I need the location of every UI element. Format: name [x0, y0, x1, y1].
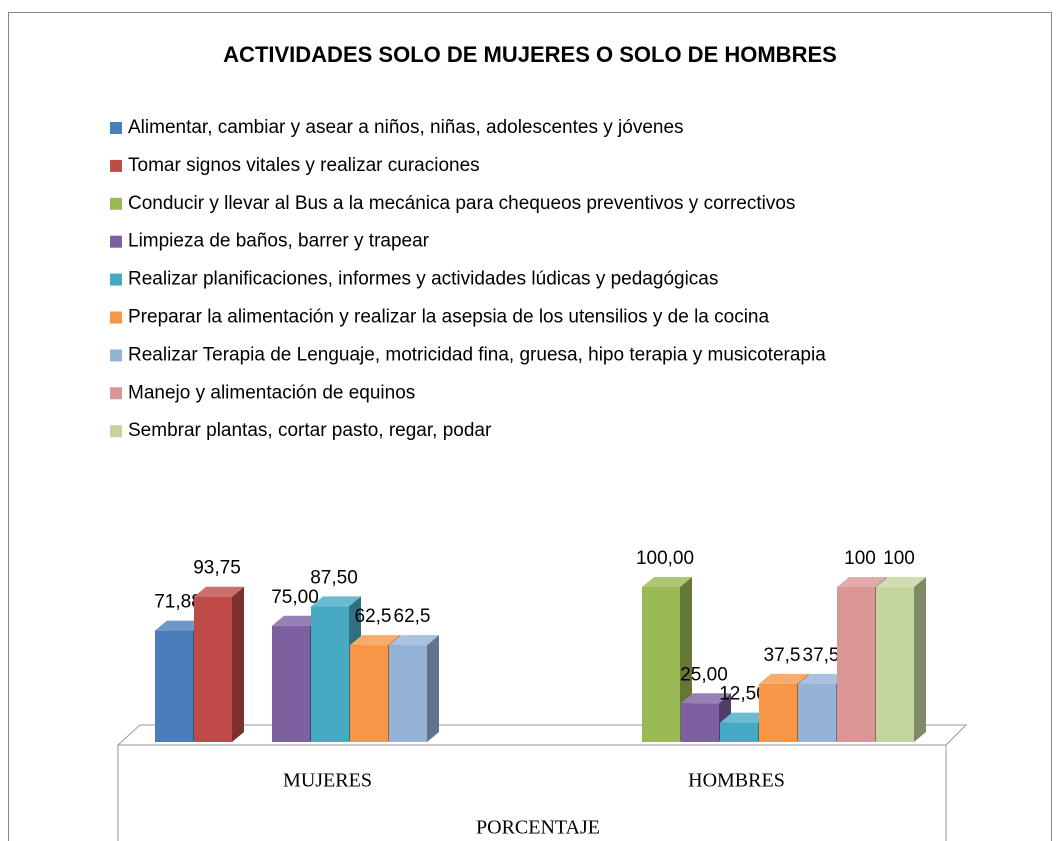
legend-label: Realizar Terapia de Lenguaje, motricidad…: [128, 344, 826, 365]
legend-label: Alimentar, cambiar y asear a niños, niña…: [128, 117, 684, 138]
bar-top: [798, 673, 848, 684]
data-label: 71,88: [154, 592, 202, 613]
legend-label: Sembrar plantas, cortar pasto, regar, po…: [128, 420, 492, 441]
bar: [389, 645, 427, 742]
legend-label: Tomar signos vitales y realizar curacion…: [128, 155, 480, 176]
bar-top: [389, 635, 439, 646]
x-tick-label: MUJERES: [283, 770, 372, 792]
data-label: 93,75: [193, 558, 241, 579]
legend-swatch: [110, 159, 122, 172]
bar-top: [272, 615, 322, 626]
x-axis-label: PORCENTAJE: [476, 817, 600, 839]
data-label: 62,5: [394, 606, 431, 627]
x-tick-label: HOMBRES: [688, 770, 785, 792]
bar-side: [427, 635, 439, 742]
bar-top: [681, 693, 731, 704]
bar-top: [759, 673, 809, 684]
legend-label: Limpieza de baños, barrer y trapear: [128, 231, 430, 252]
bar: [720, 722, 758, 742]
bar-top: [720, 712, 770, 723]
bar: [311, 606, 349, 742]
legend-label: Preparar la alimentación y realizar la a…: [128, 307, 769, 328]
legend-label: Manejo y alimentación de equinos: [128, 382, 415, 403]
bar-top: [194, 586, 244, 597]
bar: [876, 587, 914, 742]
legend-swatch: [110, 273, 122, 286]
bar: [837, 587, 875, 742]
data-label: 37,5: [764, 645, 801, 666]
bar: [272, 625, 310, 742]
bar-top: [155, 620, 205, 631]
legend-swatch: [110, 122, 122, 134]
bar-side: [232, 586, 244, 742]
bar-side: [914, 577, 926, 742]
legend-label: Realizar planificaciones, informes y act…: [128, 269, 718, 290]
data-label: 100: [883, 548, 915, 569]
bar-top: [837, 577, 887, 587]
bar: [759, 683, 797, 742]
bar: [155, 630, 193, 742]
bar: [642, 587, 680, 742]
data-label: 37,5: [803, 645, 840, 666]
bar-top: [350, 635, 400, 646]
data-label: 75,00: [271, 587, 319, 608]
data-label: 62,5: [355, 606, 392, 627]
bar: [350, 645, 388, 742]
data-label: 25,00: [680, 664, 728, 685]
data-label: 12,50: [719, 684, 767, 705]
data-label: 100: [844, 548, 876, 569]
bar: [798, 683, 836, 742]
legend-swatch: [110, 349, 122, 362]
legend-swatch: [110, 425, 122, 438]
legend-swatch: [110, 235, 122, 248]
bar-top: [642, 577, 692, 587]
bar-top: [311, 596, 361, 607]
data-label: 100,00: [636, 548, 694, 569]
legend-swatch: [110, 311, 122, 324]
chart-title: ACTIVIDADES SOLO DE MUJERES O SOLO DE HO…: [223, 42, 837, 67]
legend-swatch: [110, 197, 122, 210]
legend-label: Conducir y llevar al Bus a la mecánica p…: [128, 193, 795, 214]
bar: [681, 703, 719, 742]
bar-top: [876, 577, 926, 587]
legend-swatch: [110, 387, 122, 400]
data-label: 87,50: [310, 567, 358, 588]
bar: [194, 596, 232, 742]
